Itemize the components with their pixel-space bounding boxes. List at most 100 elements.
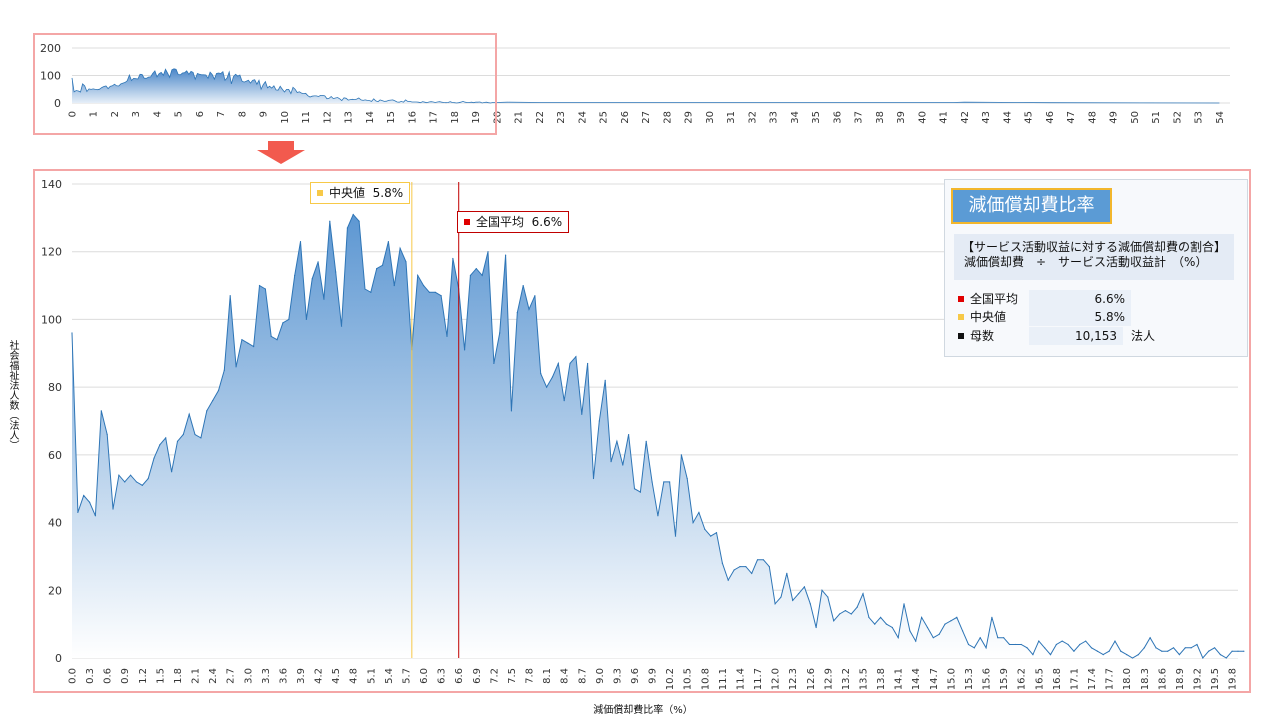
x-tick-label: 16.2 <box>1017 668 1028 690</box>
data-point <box>575 356 577 358</box>
data-point <box>534 295 536 297</box>
overview-x-tick-label: 52 <box>1172 111 1183 124</box>
data-point <box>915 640 917 642</box>
data-point <box>428 291 431 293</box>
data-point <box>112 508 114 510</box>
data-point <box>786 572 788 574</box>
mean-label-name: 全国平均 <box>476 215 525 229</box>
x-tick-label: 12.9 <box>823 668 834 690</box>
x-tick-label: 9.3 <box>612 668 623 684</box>
data-point <box>381 264 384 266</box>
data-point <box>358 220 360 222</box>
data-point <box>1079 643 1081 646</box>
data-point <box>135 481 138 483</box>
data-point <box>827 596 829 598</box>
y-tick-label: 140 <box>41 178 62 191</box>
data-point <box>282 322 284 324</box>
x-tick-label: 10.8 <box>700 668 711 690</box>
x-tick-label: 6.6 <box>454 668 465 684</box>
median-square-icon <box>958 314 964 320</box>
data-point <box>838 613 841 615</box>
data-point <box>733 569 735 571</box>
data-point <box>469 274 472 277</box>
data-point <box>1014 643 1016 646</box>
data-point <box>768 565 770 568</box>
stat-row-count: 母数 10,153 法人 <box>954 327 1214 345</box>
overview-x-tick-label: 46 <box>1045 111 1056 124</box>
data-point <box>686 477 688 480</box>
x-tick-label: 5.1 <box>366 668 377 684</box>
data-point <box>1073 650 1075 652</box>
legend-description: 【サービス活動収益に対する減価償却費の割合】 減価償却費 ÷ サービス活動収益計… <box>954 234 1234 280</box>
x-tick-label: 8.4 <box>560 668 571 684</box>
data-point <box>311 278 313 280</box>
x-tick-label: 0.3 <box>85 668 96 684</box>
stat-row-mean: 全国平均 6.6% <box>954 290 1134 308</box>
data-point <box>452 257 454 260</box>
data-point <box>751 572 753 574</box>
data-point <box>253 345 255 348</box>
data-point <box>1096 650 1098 652</box>
data-point <box>475 268 477 270</box>
data-point <box>528 308 530 310</box>
data-point <box>522 284 524 287</box>
x-tick-label: 3.6 <box>278 668 289 684</box>
x-tick-label: 2.4 <box>208 668 219 684</box>
overview-x-tick-label: 36 <box>832 111 843 124</box>
data-point <box>844 610 847 612</box>
data-point <box>780 596 782 598</box>
data-point <box>991 616 993 618</box>
x-tick-label: 19.5 <box>1210 668 1221 690</box>
data-point <box>1213 647 1216 649</box>
data-point <box>171 471 173 473</box>
data-point <box>194 433 196 436</box>
data-point <box>1049 654 1052 656</box>
data-point <box>147 477 149 480</box>
x-tick-label: 9.0 <box>595 668 606 684</box>
data-point <box>715 532 718 534</box>
overview-x-tick-label: 0 <box>68 111 79 117</box>
x-tick-label: 4.8 <box>349 668 360 684</box>
x-tick-label: 7.2 <box>489 668 500 684</box>
data-point <box>270 335 272 337</box>
data-point <box>651 481 653 483</box>
stat-unit: 法人 <box>1131 329 1156 343</box>
data-point <box>352 213 354 216</box>
data-point <box>1172 647 1175 649</box>
overview-x-tick-label: 20 <box>492 111 503 124</box>
data-point <box>1202 657 1204 659</box>
x-tick-label: 16.5 <box>1034 668 1045 690</box>
x-tick-label: 12.3 <box>788 668 799 690</box>
overview-x-tick-label: 15 <box>386 111 397 124</box>
x-tick-label: 10.2 <box>665 668 676 690</box>
overview-x-tick-label: 19 <box>471 111 482 124</box>
data-point <box>1149 637 1151 639</box>
data-point <box>1085 640 1087 642</box>
data-point <box>546 386 548 388</box>
overview-x-tick-label: 43 <box>981 111 992 124</box>
distribution-area <box>72 214 1244 658</box>
data-point <box>967 643 970 646</box>
y-tick-label: 60 <box>48 449 62 462</box>
data-point <box>124 481 126 483</box>
overview-x-tick-label: 35 <box>811 111 822 124</box>
data-point <box>504 254 507 256</box>
x-tick-label: 19.8 <box>1228 668 1239 690</box>
data-point <box>850 613 852 615</box>
data-point <box>71 332 73 334</box>
y-axis-title: 社会福祉法人数（法人） <box>7 340 18 450</box>
y-tick-label: 120 <box>41 246 62 259</box>
data-point <box>434 291 436 293</box>
data-point <box>1061 640 1063 642</box>
data-point <box>669 481 671 483</box>
data-point <box>118 474 120 476</box>
data-point <box>587 362 589 365</box>
x-tick-label: 7.8 <box>525 668 536 684</box>
data-point <box>317 261 319 263</box>
x-tick-label: 17.1 <box>1069 668 1080 690</box>
x-tick-label: 4.5 <box>331 668 342 684</box>
y-tick-label: 20 <box>48 584 62 597</box>
overview-x-tick-label: 14 <box>365 111 376 124</box>
data-point <box>879 616 882 618</box>
